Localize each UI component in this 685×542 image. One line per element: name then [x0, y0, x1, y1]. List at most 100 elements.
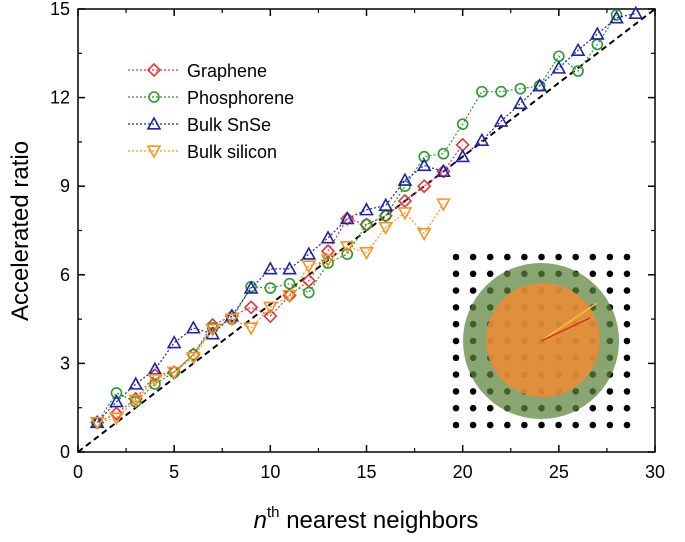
lattice-dot — [606, 287, 614, 294]
point — [262, 261, 278, 275]
point — [437, 147, 450, 160]
lattice-dot — [452, 337, 460, 345]
point — [282, 261, 297, 275]
point — [109, 412, 124, 426]
lattice-dot — [538, 253, 545, 261]
lattice-dot — [623, 253, 631, 261]
x-tick-label: 5 — [169, 462, 179, 482]
point — [416, 157, 432, 172]
lattice-dot — [486, 421, 494, 429]
lattice-dot — [623, 320, 631, 328]
point — [514, 82, 527, 95]
series-line — [97, 203, 444, 424]
point — [264, 282, 277, 294]
lattice-dot — [486, 404, 494, 412]
lattice-dot — [452, 304, 460, 311]
point — [166, 335, 182, 349]
x-tick-label: 25 — [549, 462, 569, 482]
point — [224, 313, 240, 327]
lattice-dot — [572, 253, 579, 261]
lattice-dot — [572, 421, 579, 429]
lattice-dot — [606, 253, 614, 261]
lattice-dot — [555, 421, 562, 429]
x-axis-label: nth nearest neighbors — [254, 504, 479, 534]
x-tick-label: 30 — [645, 462, 665, 482]
point — [301, 273, 316, 288]
point — [205, 317, 220, 333]
point — [495, 85, 507, 98]
lattice-dot — [452, 253, 460, 261]
y-tick-label: 0 — [60, 442, 70, 462]
point — [397, 207, 413, 221]
lattice-dot — [452, 371, 460, 378]
point — [224, 308, 240, 322]
x-tick-label: 10 — [260, 462, 280, 482]
point — [436, 164, 451, 179]
lattice-dot — [469, 421, 477, 429]
legend-marker — [146, 62, 162, 78]
lattice-dot — [452, 404, 460, 412]
point — [551, 60, 567, 74]
point — [359, 202, 374, 216]
point — [572, 65, 584, 77]
x-label-sup: th — [267, 504, 280, 521]
y-tick-label: 15 — [50, 0, 70, 19]
legend-marker — [148, 91, 160, 103]
point — [339, 241, 355, 255]
point — [610, 9, 623, 21]
lattice-dot — [504, 253, 511, 261]
x-tick-label: 15 — [356, 462, 376, 482]
point — [320, 254, 336, 268]
point — [397, 193, 413, 209]
lattice-dot — [469, 287, 477, 294]
point — [186, 320, 201, 334]
point — [109, 406, 124, 421]
point — [456, 118, 469, 130]
radius-line — [540, 302, 598, 342]
point — [455, 149, 471, 163]
point — [166, 366, 182, 380]
point — [397, 172, 413, 186]
point — [378, 221, 394, 236]
point — [149, 378, 161, 390]
point — [341, 248, 354, 260]
lattice-dot — [623, 371, 631, 378]
lattice-dot — [521, 421, 528, 429]
point — [263, 309, 278, 324]
point — [476, 85, 488, 98]
point — [628, 5, 644, 20]
point — [128, 394, 144, 408]
point — [302, 286, 315, 299]
y-tick-label: 12 — [50, 88, 70, 108]
point — [147, 374, 163, 388]
lattice-dot — [623, 421, 631, 429]
y-tick-label: 6 — [60, 265, 70, 285]
series-line — [96, 14, 618, 423]
point — [243, 300, 259, 315]
lattice-dot — [606, 421, 614, 429]
point — [378, 197, 394, 211]
lattice-dot — [452, 270, 460, 278]
x-label-n: n — [254, 507, 267, 534]
lattice-dot — [469, 270, 477, 278]
lattice-dot — [623, 287, 631, 294]
lattice-dot — [589, 253, 597, 261]
lattice-dot — [623, 354, 631, 362]
lattice-dot — [589, 404, 597, 412]
y-tick-label: 9 — [60, 176, 70, 196]
point — [418, 150, 431, 163]
legend-marker — [146, 145, 162, 159]
point — [417, 179, 432, 194]
lattice-dot — [452, 388, 460, 395]
point — [89, 416, 105, 431]
point — [205, 323, 220, 338]
inset-diagram — [452, 253, 631, 429]
point — [301, 246, 317, 260]
point — [609, 10, 624, 24]
lattice-dot — [452, 320, 460, 328]
point — [360, 218, 373, 231]
lattice-dot — [486, 253, 494, 261]
lattice-dot — [452, 421, 460, 429]
point — [243, 280, 259, 294]
radius-line — [540, 317, 591, 342]
